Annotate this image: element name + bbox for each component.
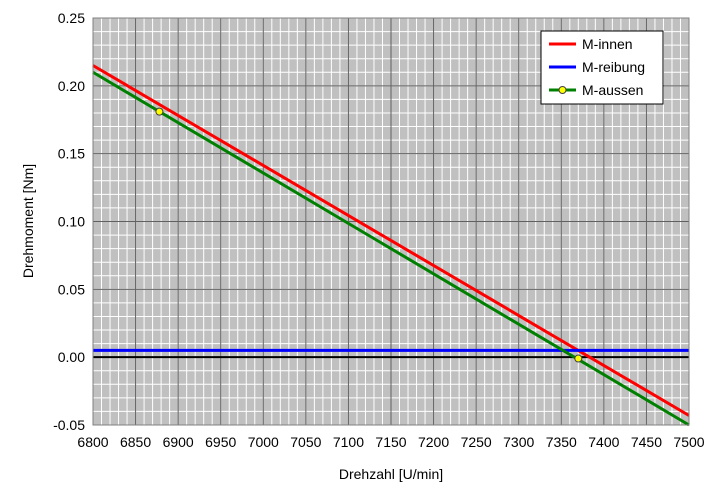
legend-label: M-aussen <box>582 82 643 98</box>
series-line-2 <box>92 70 690 427</box>
x-tick-label: 6900 <box>163 434 194 450</box>
x-tick-label: 7250 <box>461 434 492 450</box>
series-layer <box>92 64 690 427</box>
y-tick-label: 0.15 <box>58 146 85 162</box>
plot-border <box>92 17 690 426</box>
series-marker <box>155 107 164 116</box>
series-line-0 <box>92 64 690 417</box>
x-axis-label: Drehzahl [U/min] <box>339 466 443 482</box>
y-axis-label: Drehmoment [Nm] <box>20 164 36 278</box>
y-tick-label: 0.20 <box>58 78 85 94</box>
x-tick-label: 7100 <box>333 434 364 450</box>
x-tick-label: 6950 <box>205 434 236 450</box>
x-tick-label: 7500 <box>673 434 704 450</box>
x-tick-label: 7450 <box>631 434 662 450</box>
y-tick-label: 0.25 <box>58 10 85 26</box>
legend: M-innen M-reibung M-aussen <box>540 30 664 105</box>
y-tick-label: 0.00 <box>58 349 85 365</box>
x-tick-label: 7150 <box>375 434 406 450</box>
y-tick-label: 0.10 <box>58 214 85 230</box>
y-axis-ticks: -0.05 0.00 0.05 0.10 0.15 0.20 0.25 <box>53 10 85 433</box>
series-marker <box>574 354 583 363</box>
x-tick-label: 7000 <box>248 434 279 450</box>
x-tick-label: 6800 <box>77 434 108 450</box>
x-tick-label: 6850 <box>120 434 151 450</box>
legend-label: M-reibung <box>582 59 645 75</box>
x-tick-label: 7350 <box>546 434 577 450</box>
y-tick-label: -0.05 <box>53 417 85 433</box>
y-tick-label: 0.05 <box>58 281 85 297</box>
x-tick-label: 7200 <box>418 434 449 450</box>
legend-label: M-innen <box>582 36 633 52</box>
x-tick-label: 7300 <box>503 434 534 450</box>
x-axis-ticks: 6800 6850 6900 6950 7000 7050 7100 7150 7200 7250… <box>77 434 704 450</box>
legend-marker <box>558 86 567 94</box>
x-tick-label: 7050 <box>290 434 321 450</box>
x-tick-label: 7400 <box>588 434 619 450</box>
